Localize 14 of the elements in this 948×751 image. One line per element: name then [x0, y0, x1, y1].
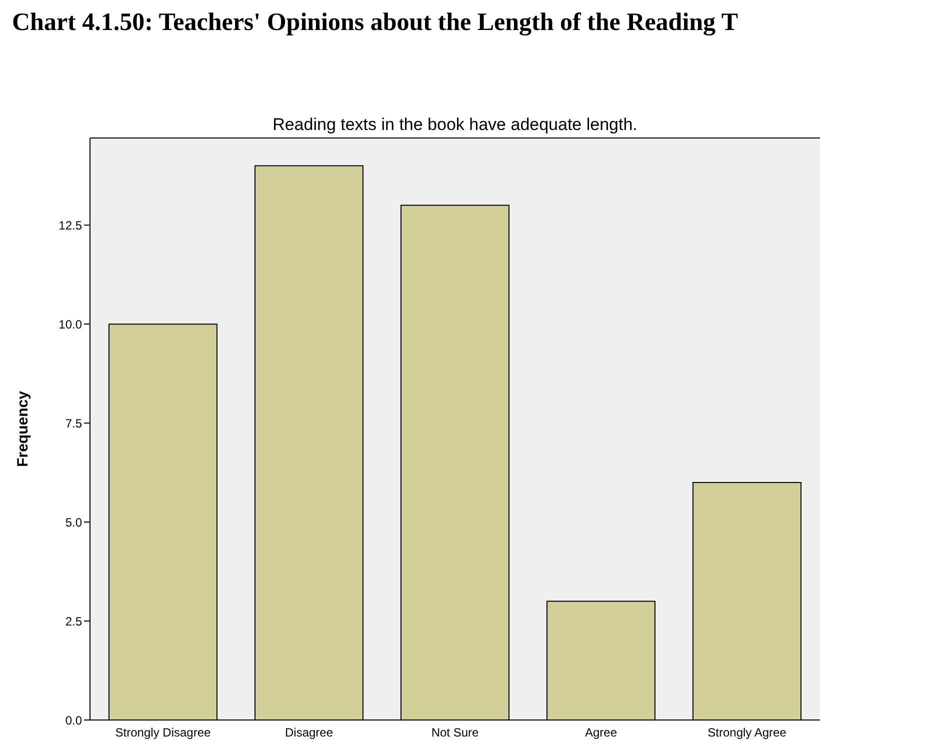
y-axis-title: Frequency	[14, 390, 32, 467]
x-tick-label: Strongly Disagree	[115, 726, 212, 740]
y-tick-label: 5.0	[65, 515, 82, 530]
y-tick-label: 10.0	[58, 317, 82, 332]
x-tick-label: Agree	[584, 726, 618, 740]
chart-subtitle: Reading texts in the book have adequate length.	[272, 115, 638, 134]
x-tick-label: Not Sure	[431, 726, 479, 740]
chart-title: Chart 4.1.50: Teachers' Opinions about the Length of the Reading T	[12, 8, 740, 38]
y-tick-label: 12.5	[58, 218, 82, 232]
y-tick-label: 7.5	[65, 416, 82, 430]
y-tick-label: 0.0	[65, 713, 82, 728]
x-tick-label: Disagree	[284, 726, 334, 740]
x-tick-label: Strongly Agree	[708, 726, 787, 740]
y-tick-label: 2.5	[65, 614, 82, 628]
